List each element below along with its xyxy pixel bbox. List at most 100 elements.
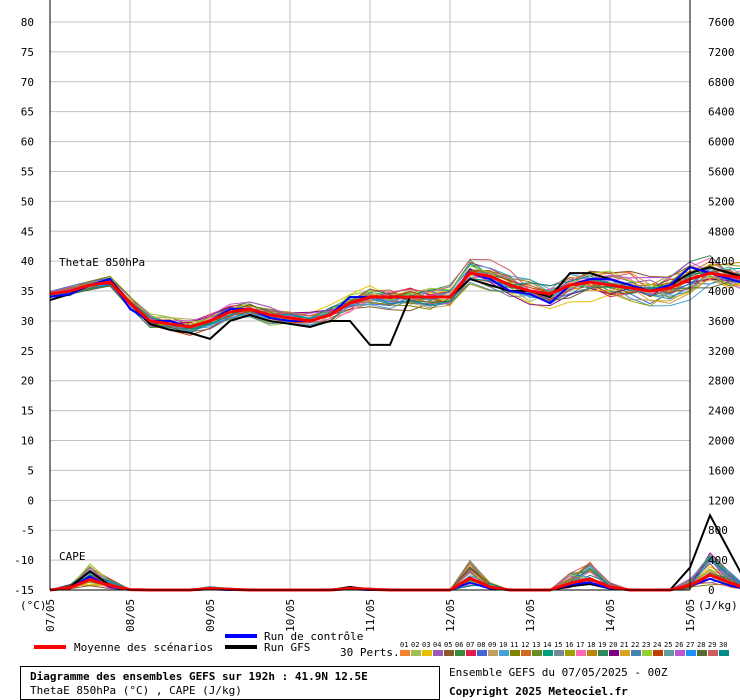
right-tick-label: 400 xyxy=(708,554,728,567)
pert-legend-label: 26 xyxy=(675,641,683,649)
pert-legend-swatch xyxy=(653,650,663,656)
right-tick-label: 2400 xyxy=(708,405,735,418)
pert-cape-line xyxy=(49,563,740,591)
pert-legend-swatch xyxy=(532,650,542,656)
pert-cape-line xyxy=(49,564,740,591)
pert-legend-swatch xyxy=(708,650,718,656)
pert-legend-swatch xyxy=(664,650,674,656)
footer-copyright: Copyright 2025 Meteociel.fr xyxy=(449,685,628,698)
left-tick-label: 35 xyxy=(21,285,34,298)
left-tick-label: 30 xyxy=(21,315,34,328)
pert-legend-swatch xyxy=(697,650,707,656)
x-tick-label: 10/05 xyxy=(284,599,297,632)
pert-legend-swatch xyxy=(400,650,410,656)
pert-legend-label: 05 xyxy=(444,641,452,649)
pert-legend-label: 21 xyxy=(620,641,628,649)
pert-legend-label: 03 xyxy=(422,641,430,649)
legend-control-label: Run de contrôle xyxy=(264,630,363,643)
footer-title-box: Diagramme des ensembles GEFS sur 192h : … xyxy=(20,666,440,700)
mean-thetae-line xyxy=(49,271,740,329)
x-tick-label: 07/05 xyxy=(44,599,57,632)
left-tick-label: 10 xyxy=(21,435,34,448)
pert-legend-label: 27 xyxy=(686,641,694,649)
pert-cape-line xyxy=(49,556,740,591)
pert-cape-line xyxy=(49,562,740,591)
pert-cape-line xyxy=(49,560,740,591)
pert-legend-swatch xyxy=(488,650,498,656)
legend: Moyenne des scénarios Run de contrôle Ru… xyxy=(34,630,729,659)
highlight-series xyxy=(49,266,740,592)
x-tick-label: 11/05 xyxy=(364,599,377,632)
pert-thetae-line xyxy=(49,268,740,325)
right-tick-label: 4000 xyxy=(708,285,735,298)
pert-cape-line xyxy=(49,552,740,591)
left-tick-label: 15 xyxy=(21,405,34,418)
left-tick-label: 55 xyxy=(21,165,34,178)
pert-legend-label: 02 xyxy=(411,641,419,649)
pert-legend-swatch xyxy=(587,650,597,656)
left-tick-label: 45 xyxy=(21,225,34,238)
right-axis-unit: (J/kg) xyxy=(698,599,738,612)
pert-legend-label: 30 xyxy=(719,641,727,649)
pert-legend-swatch xyxy=(554,650,564,656)
pert-cape-line xyxy=(49,554,740,591)
pert-thetae-line xyxy=(49,261,740,322)
left-tick-label: 5 xyxy=(27,464,34,477)
x-tick-label: 13/05 xyxy=(524,599,537,632)
pert-cape-line xyxy=(49,562,740,591)
legend-gfs-label: Run GFS xyxy=(264,641,310,654)
pert-cape-line xyxy=(49,562,740,591)
pert-legend-swatch xyxy=(411,650,421,656)
pert-legend-label: 19 xyxy=(598,641,606,649)
pert-legend-swatch xyxy=(510,650,520,656)
pert-legend-label: 07 xyxy=(466,641,474,649)
footer-run: Ensemble GEFS du 07/05/2025 - 00Z xyxy=(449,666,668,679)
pert-legend-swatch xyxy=(598,650,608,656)
right-tick-label: 6400 xyxy=(708,106,735,119)
pert-legend-label: 22 xyxy=(631,641,639,649)
pert-legend-swatch xyxy=(433,650,443,656)
left-tick-label: -15 xyxy=(14,584,34,597)
right-tick-label: 6000 xyxy=(708,136,735,149)
pert-legend-label: 29 xyxy=(708,641,716,649)
right-tick-label: 2000 xyxy=(708,435,735,448)
pert-legend-swatch xyxy=(686,650,696,656)
right-tick-label: 7200 xyxy=(708,46,735,59)
pert-legend-label: 04 xyxy=(433,641,441,649)
x-tick-label: 08/05 xyxy=(124,599,137,632)
pert-cape-line xyxy=(49,556,740,591)
left-tick-label: 70 xyxy=(21,76,34,89)
pert-cape-line xyxy=(49,567,740,591)
pert-cape-line xyxy=(49,560,740,591)
pert-cape-line xyxy=(49,555,740,591)
gfs-cape-line xyxy=(49,512,740,591)
pert-legend-label: 17 xyxy=(576,641,584,649)
pert-legend-label: 18 xyxy=(587,641,595,649)
control-cape-line xyxy=(49,575,740,591)
right-tick-label: 0 xyxy=(708,584,715,597)
pert-legend-label: 23 xyxy=(642,641,650,649)
footer-subtitle: ThetaE 850hPa (°C) , CAPE (J/kg) xyxy=(30,684,242,697)
right-tick-label: 6800 xyxy=(708,76,735,89)
pert-cape-line xyxy=(49,566,740,591)
pert-legend-label: 16 xyxy=(565,641,573,649)
pert-legend-swatch xyxy=(499,650,509,656)
pert-legend-swatch xyxy=(609,650,619,656)
pert-legend-label: 08 xyxy=(477,641,485,649)
pert-cape-line xyxy=(49,554,740,591)
x-tick-label: 09/05 xyxy=(204,599,217,632)
right-tick-label: 1600 xyxy=(708,464,735,477)
left-tick-label: 50 xyxy=(21,195,34,208)
left-tick-label: 60 xyxy=(21,136,34,149)
pert-legend-label: 01 xyxy=(400,641,408,649)
right-tick-label: 7600 xyxy=(708,16,735,29)
pert-legend-swatch xyxy=(477,650,487,656)
mean-cape-line xyxy=(49,573,740,592)
thetae-annotation: ThetaE 850hPa xyxy=(59,256,145,269)
right-tick-label: 3600 xyxy=(708,315,735,328)
legend-mean-label: Moyenne des scénarios xyxy=(74,641,213,654)
right-tick-label: 3200 xyxy=(708,345,735,358)
pert-legend-swatch xyxy=(565,650,575,656)
pert-legend-label: 06 xyxy=(455,641,463,649)
left-tick-label: -5 xyxy=(21,524,34,537)
